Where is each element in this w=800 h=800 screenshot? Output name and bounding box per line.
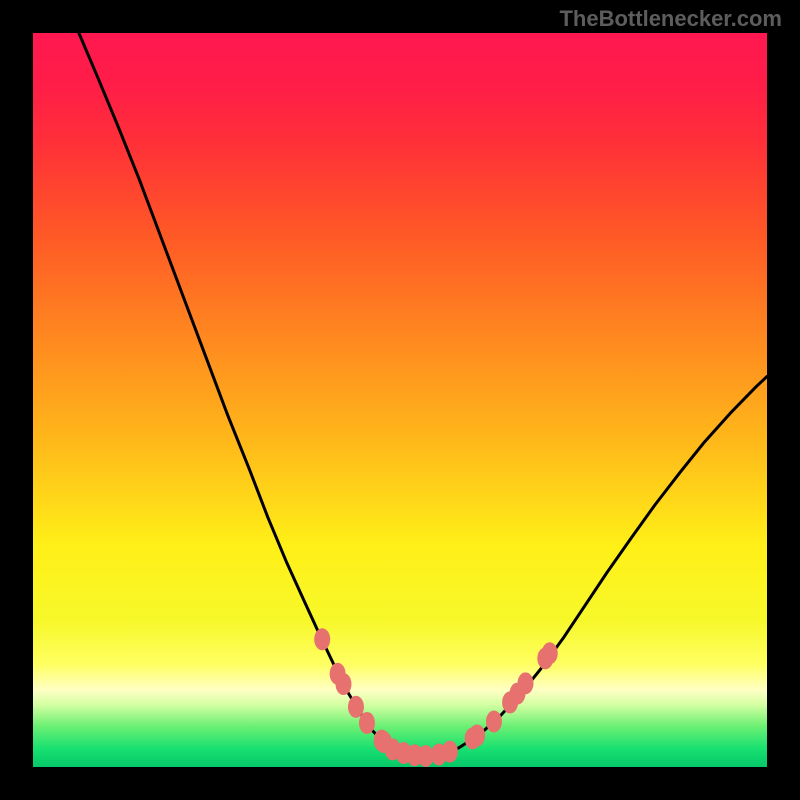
watermark-text: TheBottlenecker.com [559,6,782,32]
gradient-plot-area [33,33,767,767]
chart-stage: TheBottlenecker.com [0,0,800,800]
